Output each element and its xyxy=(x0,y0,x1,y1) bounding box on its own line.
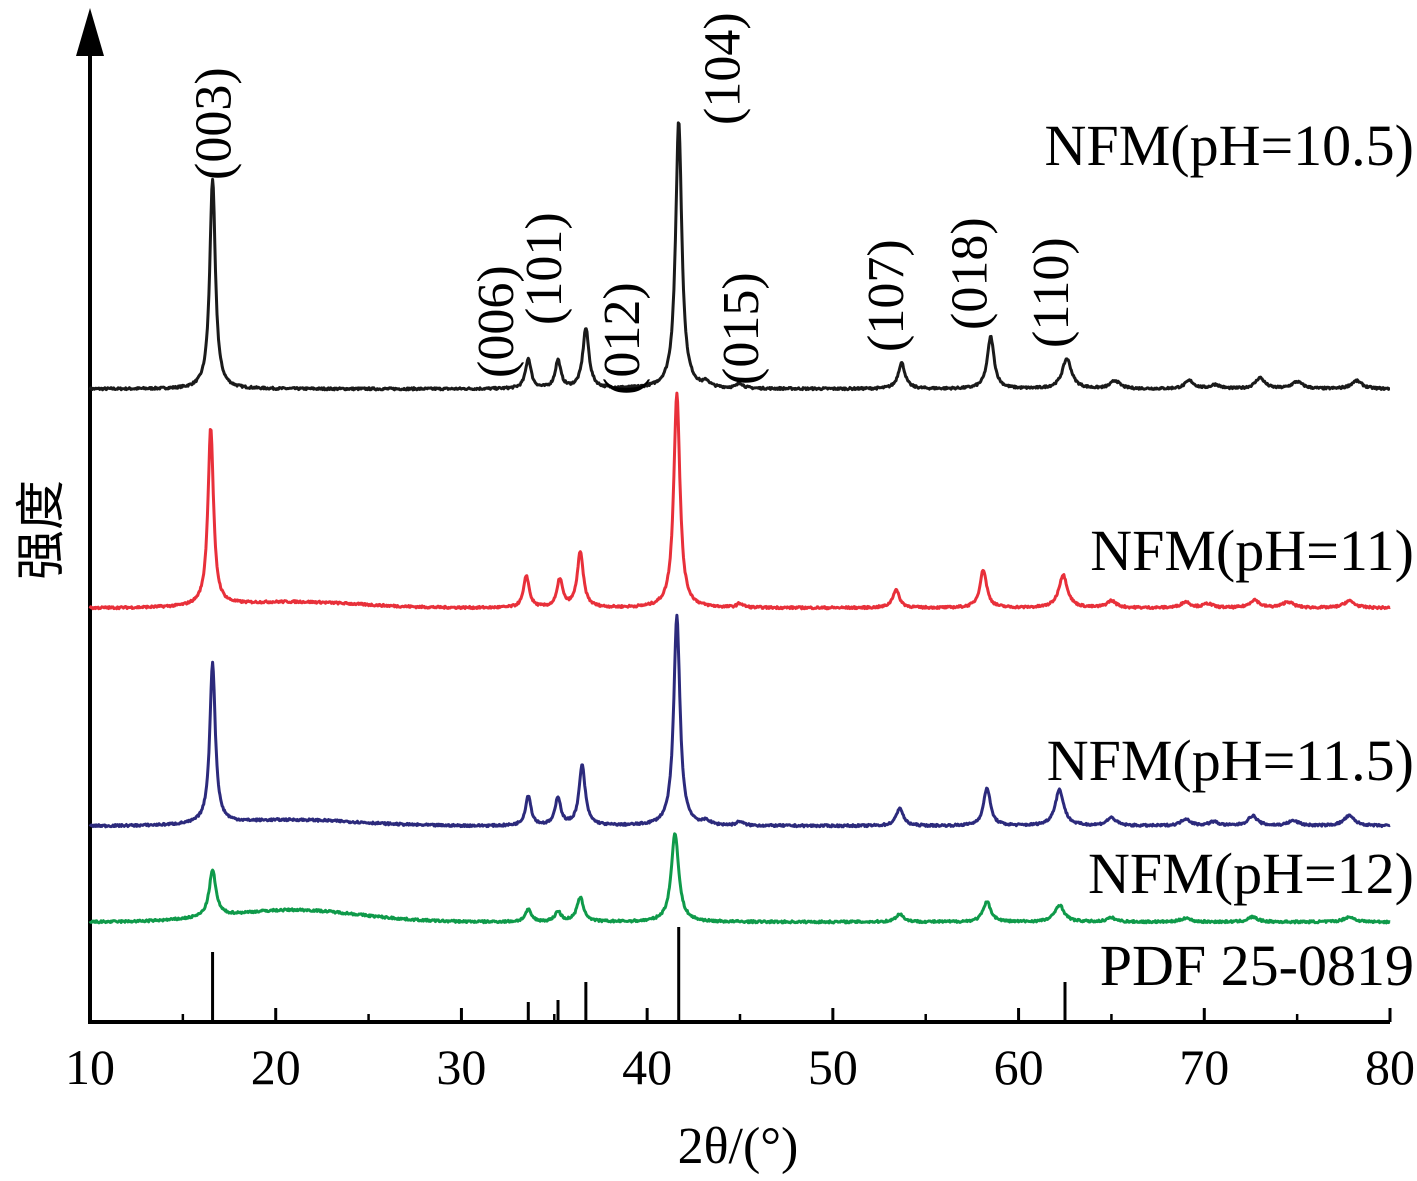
peak-annotation: (012) xyxy=(594,282,651,395)
peak-annotation: (110) xyxy=(1023,237,1080,348)
x-tick-label: 10 xyxy=(65,1039,115,1095)
peak-annotation: (006) xyxy=(468,265,525,378)
y-axis-arrow xyxy=(76,8,104,56)
series-line xyxy=(88,613,1391,829)
x-tick-label: 80 xyxy=(1365,1039,1415,1095)
x-tick-label: 50 xyxy=(808,1039,858,1095)
series-label: NFM(pH=11.5) xyxy=(1047,728,1414,793)
peak-annotation: (107) xyxy=(858,239,915,352)
x-axis-label: 2θ/(°) xyxy=(678,1118,799,1175)
series-line xyxy=(88,121,1391,392)
x-tick-label: 60 xyxy=(994,1039,1044,1095)
peak-annotation: (003) xyxy=(186,67,243,180)
peak-annotation: (018) xyxy=(941,217,998,330)
series-line xyxy=(88,391,1391,611)
series-label: NFM(pH=11) xyxy=(1090,518,1414,583)
x-tick-label: 30 xyxy=(436,1039,486,1095)
reference-label: PDF 25-0819 xyxy=(1100,933,1414,998)
x-tick-label: 70 xyxy=(1179,1039,1229,1095)
series-label: NFM(pH=10.5) xyxy=(1045,113,1414,178)
x-tick-label: 40 xyxy=(622,1039,672,1095)
plot-area: 10 20 30 40 50 60 70 80 NFM(pH=10.5) NFM(pH=11) NF… xyxy=(65,8,1415,1095)
x-tick-label: 20 xyxy=(251,1039,301,1095)
y-axis-label: 强度 xyxy=(13,480,69,580)
peak-annotation: (015) xyxy=(713,272,770,385)
peak-annotation: (101) xyxy=(516,212,573,325)
series-line xyxy=(88,832,1391,925)
series-label: NFM(pH=12) xyxy=(1088,841,1414,906)
peak-annotation: (104) xyxy=(694,12,751,125)
